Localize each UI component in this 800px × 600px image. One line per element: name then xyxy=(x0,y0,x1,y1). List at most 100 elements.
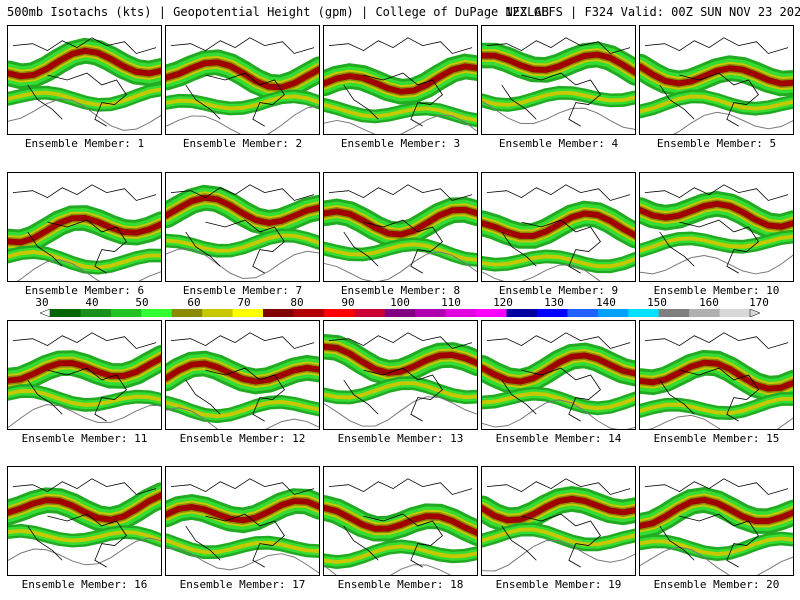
isotach-band xyxy=(8,389,161,407)
isotach-band xyxy=(8,528,161,543)
colorbar-tick-label: 110 xyxy=(441,296,461,309)
ensemble-map-13 xyxy=(323,320,478,430)
colorbar-swatch xyxy=(567,309,599,317)
isotach-band xyxy=(166,233,319,253)
member-label: Ensemble Member: 18 xyxy=(337,578,464,591)
ensemble-map-1 xyxy=(7,25,162,135)
isotach-band xyxy=(324,63,477,95)
height-contour xyxy=(482,540,635,572)
ensemble-map-4 xyxy=(481,25,636,135)
colorbar-swatch xyxy=(141,309,173,317)
ensemble-map-9 xyxy=(481,172,636,282)
isotach-band xyxy=(324,102,477,123)
map-canvas xyxy=(8,37,161,131)
isotach-band xyxy=(324,504,477,537)
height-contour xyxy=(166,548,319,574)
map-canvas xyxy=(8,332,161,428)
map-canvas xyxy=(8,478,161,568)
colorbar-tick-label: 90 xyxy=(341,296,355,309)
colorbar-tick-label: 100 xyxy=(390,296,410,309)
isotach-band xyxy=(482,210,635,239)
ensemble-map-14 xyxy=(481,320,636,430)
colorbar-tick-label: 50 xyxy=(135,296,149,309)
isotach-band xyxy=(640,496,793,529)
ensemble-map-7 xyxy=(165,172,320,282)
run-info: 12Z GEFS | F324 Valid: 00Z SUN NOV 23 20… xyxy=(505,5,800,19)
height-contour xyxy=(8,537,161,566)
isotach-band xyxy=(8,250,161,270)
member-label: Ensemble Member: 8 xyxy=(340,284,461,297)
isotach-band xyxy=(640,94,793,114)
colorbar-tick-label: 160 xyxy=(699,296,719,309)
map-canvas xyxy=(324,37,477,134)
ensemble-map-18 xyxy=(323,466,478,576)
colorbar-swatch xyxy=(506,309,538,317)
member-label: Ensemble Member: 14 xyxy=(495,432,622,445)
height-contour xyxy=(324,251,477,281)
height-contour xyxy=(482,100,635,130)
isotach-band xyxy=(640,234,793,253)
colorbar-tick-label: 140 xyxy=(596,296,616,309)
height-contour xyxy=(166,248,319,279)
height-contour xyxy=(8,404,161,428)
isotach-band xyxy=(8,354,161,384)
member-label: Ensemble Member: 6 xyxy=(24,284,145,297)
isotach-band xyxy=(166,59,319,91)
colorbar-swatch xyxy=(415,309,447,317)
height-contour xyxy=(482,399,635,429)
isotach-band xyxy=(166,194,319,226)
wind-speed-colorbar xyxy=(40,309,760,317)
ensemble-map-17 xyxy=(165,466,320,576)
map-canvas xyxy=(640,184,793,275)
map-canvas xyxy=(324,478,477,575)
height-contour xyxy=(324,564,452,575)
ensemble-map-2 xyxy=(165,25,320,135)
colorbar-swatch xyxy=(445,309,477,317)
map-canvas xyxy=(166,478,319,574)
isotach-band xyxy=(482,495,635,524)
member-label: Ensemble Member: 20 xyxy=(653,578,780,591)
isotach-band xyxy=(640,396,793,416)
member-label: Ensemble Member: 19 xyxy=(495,578,622,591)
isotach-band xyxy=(166,360,319,385)
map-canvas xyxy=(482,184,635,281)
isotach-band xyxy=(482,391,635,411)
ensemble-map-15 xyxy=(639,320,794,430)
height-contour xyxy=(324,114,477,134)
colorbar-tick-label: 170 xyxy=(749,296,769,309)
chart-title: 500mb Isotachs (kts) | Geopotential Heig… xyxy=(7,5,549,19)
isotach-band xyxy=(324,544,477,565)
member-label: Ensemble Member: 1 xyxy=(24,137,145,150)
map-canvas xyxy=(166,184,319,279)
ensemble-map-6 xyxy=(7,172,162,282)
isotach-band xyxy=(8,215,161,246)
member-label: Ensemble Member: 9 xyxy=(498,284,619,297)
colorbar-max-arrow xyxy=(749,309,760,317)
colorbar-swatch xyxy=(110,309,142,317)
ensemble-map-19 xyxy=(481,466,636,576)
height-contour xyxy=(166,407,319,429)
colorbar-tick-label: 120 xyxy=(493,296,513,309)
colorbar-swatch xyxy=(597,309,629,317)
colorbar-swatch xyxy=(536,309,568,317)
map-canvas xyxy=(640,37,793,134)
colorbar-swatch xyxy=(323,309,355,317)
height-contour xyxy=(648,414,793,429)
isotach-band xyxy=(482,527,635,547)
colorbar-swatch xyxy=(354,309,386,317)
colorbar-tick-label: 30 xyxy=(35,296,49,309)
member-label: Ensemble Member: 4 xyxy=(498,137,619,150)
height-contour xyxy=(482,264,601,281)
map-canvas xyxy=(324,332,477,427)
height-contour xyxy=(640,546,793,575)
isotach-band xyxy=(482,51,635,76)
member-label: Ensemble Member: 13 xyxy=(337,432,464,445)
isotach-band xyxy=(8,47,161,80)
map-canvas xyxy=(482,37,635,130)
isotach-band xyxy=(482,352,635,385)
map-canvas xyxy=(640,478,793,575)
isotach-band xyxy=(8,492,161,523)
height-contour xyxy=(8,98,161,131)
isotach-band xyxy=(640,200,793,230)
member-label: Ensemble Member: 3 xyxy=(340,137,461,150)
